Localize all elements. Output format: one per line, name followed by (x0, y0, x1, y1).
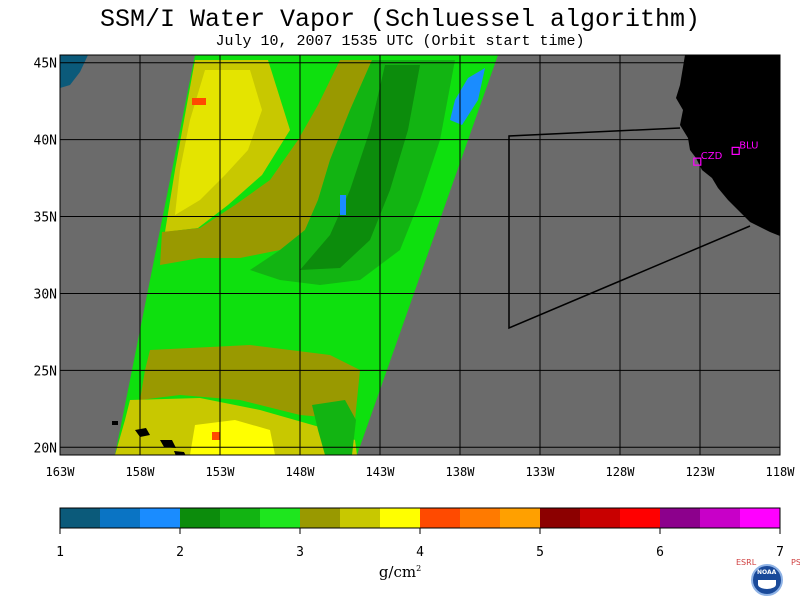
swath-band-bright-yellow (190, 420, 275, 455)
lat-tick-label: 45N (34, 57, 57, 72)
colorbar (59, 507, 781, 529)
colorbar-tick-label: 6 (656, 545, 664, 560)
swath-band-darkgreen-core (300, 65, 420, 270)
map-subtitle: July 10, 2007 1535 UTC (Orbit start time… (215, 33, 585, 50)
lat-lon-grid (60, 55, 780, 455)
colorbar-tick-label: 5 (536, 545, 544, 560)
psd-logo-text: PSD (791, 558, 800, 567)
swath-band-yellow-north (175, 70, 262, 215)
map-canvas: BLU CZD (60, 55, 780, 455)
colorbar-swatch (620, 508, 661, 528)
lon-tick-label: 118W (766, 465, 796, 479)
colorbar-swatch (260, 508, 301, 528)
colorbar-swatch (660, 508, 701, 528)
colorbar-swatch (100, 508, 141, 528)
lat-tick-label: 30N (34, 287, 57, 302)
island-hawaii-d (112, 421, 118, 425)
lon-tick-label: 143W (366, 465, 396, 479)
map-frame (59, 54, 781, 456)
lon-tick-label: 163W (46, 465, 76, 479)
land-california (676, 55, 780, 236)
colorbar-tick-label: 7 (776, 545, 784, 560)
lon-tick-label: 133W (526, 465, 556, 479)
colorbar-swatch (380, 508, 421, 528)
station-marker (693, 157, 702, 166)
lat-tick-label: 40N (34, 134, 57, 149)
colorbar-swatch (60, 508, 101, 528)
colorbar-swatch (580, 508, 621, 528)
latitude-labels: 45N 40N 35N 30N 25N 20N (34, 57, 57, 457)
colorbar-swatch (300, 508, 341, 528)
station-marker (731, 146, 740, 155)
lon-tick-label: 158W (126, 465, 156, 479)
swath-red-speck-a (192, 98, 206, 105)
lon-tick-label: 153W (206, 465, 236, 479)
alaska-corner (60, 55, 88, 88)
station-label: CZD (701, 151, 723, 162)
colorbar-tick-label: 4 (416, 545, 424, 560)
island-hawaii-a (135, 428, 150, 437)
station-markers: BLU CZD (693, 140, 758, 166)
colorbar-swatch (220, 508, 261, 528)
esrl-logo-text: ESRL (736, 558, 757, 567)
swath-band-darkgreen-south (312, 400, 356, 455)
lat-tick-label: 25N (34, 364, 57, 379)
lon-tick-label: 128W (606, 465, 636, 479)
map-title: SSM/I Water Vapor (Schluessel algorithm) (99, 5, 701, 34)
colorbar-tick-label: 3 (296, 545, 304, 560)
colorbar-swatch (700, 508, 741, 528)
colorbar-swatch (420, 508, 461, 528)
swath-band-olive-mid (160, 60, 372, 265)
colorbar-swatch (540, 508, 581, 528)
colorbar-tick-label: 2 (176, 545, 184, 560)
station-label: BLU (739, 140, 758, 151)
colorbar-swatch (140, 508, 181, 528)
swath-blue-speck (340, 195, 346, 215)
colorbar-swatch (740, 508, 781, 528)
lon-tick-label: 148W (286, 465, 316, 479)
colorbar-swatch (340, 508, 381, 528)
colorbar-units: g/cm2 (378, 563, 422, 581)
colorbar-tick-labels: 1 2 3 4 5 6 7 (56, 528, 784, 560)
swath-red-speck-b (212, 432, 220, 440)
swath-band-blue-patch (450, 68, 485, 125)
longitude-labels: 163W 158W 153W 148W 143W 138W 133W 128W 123W 118W (46, 465, 796, 479)
lon-tick-label: 123W (686, 465, 716, 479)
noaa-logo-icon (751, 564, 783, 596)
swath-band-olive-south (140, 345, 360, 420)
colorbar-tick-label: 1 (56, 545, 64, 560)
island-hawaii-b (160, 440, 176, 448)
lat-tick-label: 20N (34, 441, 57, 456)
lat-tick-label: 35N (34, 211, 57, 226)
colorbar-swatch (180, 508, 221, 528)
colorbar-swatch (500, 508, 541, 528)
noaa-logo-text: NOAA (757, 569, 777, 576)
lon-tick-label: 138W (446, 465, 476, 479)
island-hawaii-c (174, 451, 186, 455)
region-boundary (508, 127, 751, 330)
colorbar-swatch (460, 508, 501, 528)
swath (115, 55, 498, 455)
